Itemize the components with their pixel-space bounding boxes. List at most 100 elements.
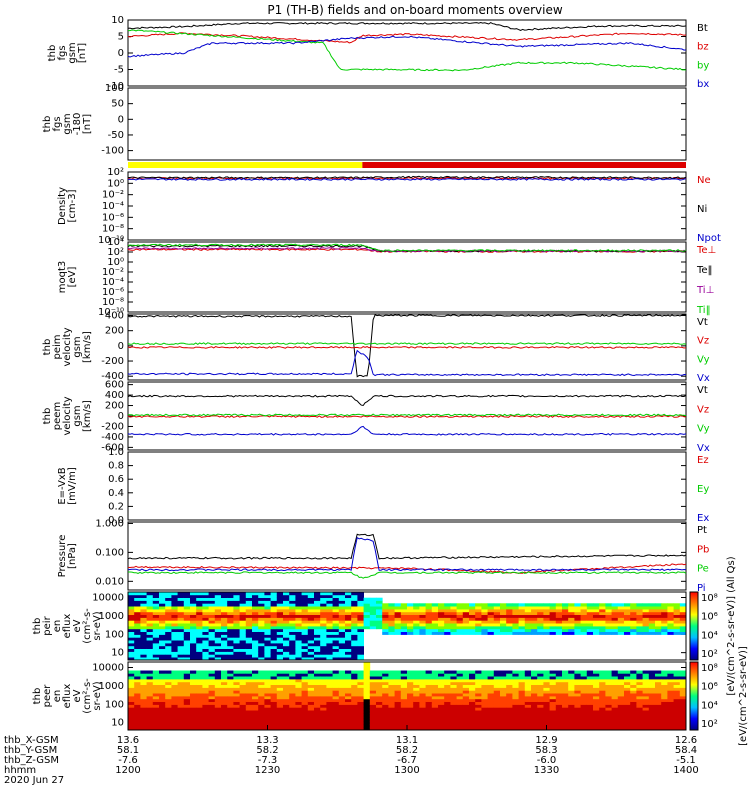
y-axis-label: fgs xyxy=(52,116,63,131)
heatmap-cell xyxy=(636,727,643,731)
heatmap-cell xyxy=(363,701,371,705)
heatmap-cell xyxy=(376,710,383,714)
heatmap-cell xyxy=(655,698,662,702)
heatmap-cell xyxy=(475,707,482,711)
heatmap-cell xyxy=(134,594,141,598)
heatmap-cell xyxy=(555,614,563,618)
heatmap-cell xyxy=(214,637,222,641)
heatmap-cell xyxy=(580,614,588,618)
heatmap-cell xyxy=(326,727,333,731)
heatmap-cell xyxy=(580,681,588,685)
heatmap-cell xyxy=(500,687,507,691)
heatmap-cell xyxy=(165,606,172,610)
heatmap-cell xyxy=(679,620,687,624)
heatmap-cell xyxy=(214,690,222,694)
heatmap-cell xyxy=(611,628,619,632)
heatmap-cell xyxy=(630,687,637,691)
heatmap-cell xyxy=(673,727,681,731)
heatmap-cell xyxy=(555,707,563,711)
heatmap-cell xyxy=(388,710,395,714)
heatmap-cell xyxy=(642,710,650,714)
heatmap-cell xyxy=(270,634,278,638)
heatmap-cell xyxy=(667,670,674,674)
heatmap-cell xyxy=(636,626,643,630)
heatmap-cell xyxy=(450,724,457,728)
heatmap-cell xyxy=(239,727,247,731)
heatmap-cell xyxy=(661,617,668,621)
heatmap-cell xyxy=(134,623,141,627)
heatmap-cell xyxy=(264,631,271,635)
heatmap-cell xyxy=(376,713,383,717)
heatmap-cell xyxy=(481,676,488,680)
heatmap-cell xyxy=(245,727,253,731)
heatmap-cell xyxy=(624,710,631,714)
heatmap-cell xyxy=(605,724,612,728)
heatmap-cell xyxy=(574,609,581,613)
heatmap-cell xyxy=(128,600,135,604)
heatmap-cell xyxy=(301,643,309,647)
heatmap-cell xyxy=(345,724,352,728)
heatmap-cell xyxy=(475,698,482,702)
heatmap-cell xyxy=(320,701,327,705)
heatmap-cell xyxy=(655,727,662,731)
legend-bz: bz xyxy=(697,42,709,53)
heatmap-cell xyxy=(636,681,643,685)
heatmap-cell xyxy=(580,676,588,680)
heatmap-cell xyxy=(376,614,383,618)
heatmap-cell xyxy=(593,698,600,702)
heatmap-cell xyxy=(599,724,606,728)
heatmap-cell xyxy=(580,718,588,722)
heatmap-cell xyxy=(617,623,625,627)
heatmap-cell xyxy=(301,592,309,596)
heatmap-cell xyxy=(376,617,383,621)
heatmap-cell xyxy=(165,679,172,683)
heatmap-cell xyxy=(214,698,222,702)
series-line-Vx xyxy=(127,349,687,377)
heatmap-cell xyxy=(388,614,395,618)
heatmap-cell xyxy=(438,617,445,621)
heatmap-cell xyxy=(214,701,222,705)
heatmap-cell xyxy=(388,718,395,722)
heatmap-cell xyxy=(661,676,668,680)
heatmap-cell xyxy=(258,640,265,644)
heatmap-cell xyxy=(512,701,519,705)
heatmap-cell xyxy=(351,724,358,728)
heatmap-cell xyxy=(413,698,420,702)
heatmap-cell xyxy=(177,696,185,700)
heatmap-cell xyxy=(208,606,216,610)
heatmap-cell xyxy=(462,670,470,674)
heatmap-cell xyxy=(624,631,631,635)
heatmap-cell xyxy=(475,670,482,674)
heatmap-cell xyxy=(450,715,457,719)
heatmap-cell xyxy=(258,713,265,717)
heatmap-cell xyxy=(630,620,637,624)
heatmap-cell xyxy=(289,670,296,674)
heatmap-cell xyxy=(338,696,346,700)
heatmap-cell xyxy=(574,631,581,635)
heatmap-cell xyxy=(320,696,327,700)
heatmap-cell xyxy=(462,701,470,705)
heatmap-cell xyxy=(636,606,643,610)
heatmap-cell xyxy=(636,701,643,705)
heatmap-cell xyxy=(400,620,408,624)
heatmap-cell xyxy=(140,657,147,661)
heatmap-cell xyxy=(196,657,203,661)
heatmap-cell xyxy=(605,614,612,618)
heatmap-cell xyxy=(562,681,569,685)
heatmap-cell xyxy=(363,715,371,719)
heatmap-cell xyxy=(562,606,569,610)
heatmap-cell xyxy=(673,721,681,725)
heatmap-cell xyxy=(134,620,141,624)
heatmap-cell xyxy=(667,631,674,635)
heatmap-cell xyxy=(537,609,544,613)
heatmap-cell xyxy=(413,693,420,697)
heatmap-cell xyxy=(388,620,395,624)
heatmap-cell xyxy=(283,670,290,674)
heatmap-cell xyxy=(270,620,278,624)
heatmap-cell xyxy=(500,718,507,722)
heatmap-cell xyxy=(413,631,420,635)
heatmap-cell xyxy=(276,631,284,635)
heatmap-cell xyxy=(667,617,674,621)
heatmap-cell xyxy=(338,645,346,649)
heatmap-cell xyxy=(673,676,681,680)
